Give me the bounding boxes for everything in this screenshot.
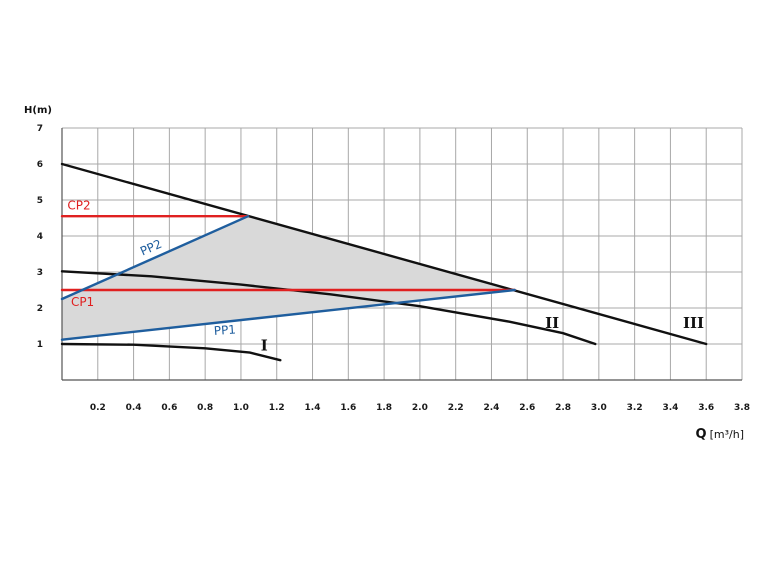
x-tick-label: 1.0 [233, 403, 249, 413]
series-label-iii: III [683, 314, 704, 332]
x-tick-label: 2.6 [519, 403, 535, 413]
x-tick-label: 1.6 [340, 403, 356, 413]
y-tick-label: 7 [37, 124, 43, 134]
chart-axes [61, 128, 742, 381]
series-line-ii [60, 270, 597, 346]
chart-series [60, 162, 708, 362]
x-tick-label: 0.6 [161, 403, 177, 413]
series-label-i: I [261, 336, 268, 354]
series-label-pp1: PP1 [213, 322, 236, 338]
x-tick-label: 3.6 [698, 403, 714, 413]
series-line-pp2 [60, 215, 250, 301]
x-tick-labels: 0.2 0.4 0.6 0.8 1.0 1.2 1.4 1.6 1.8 2.0 2.2 2.4 2.6 2… [90, 403, 750, 413]
operating-area [62, 216, 515, 340]
x-tick-label: 0.8 [197, 403, 213, 413]
x-axis-unit: [m³/h] [710, 428, 744, 441]
y-tick-label: 3 [37, 268, 43, 278]
y-tick-labels: 1 2 3 4 5 6 7 [37, 124, 43, 350]
x-tick-label: 3.0 [591, 403, 607, 413]
series-label-cp1: CP1 [71, 295, 94, 309]
y-axis-label: H(m) [24, 105, 52, 116]
x-tick-label: 2.8 [555, 403, 571, 413]
x-axis-name: Q [696, 427, 707, 442]
series-line-pp1 [60, 288, 516, 341]
x-axis-label: Q [m³/h] [696, 427, 744, 442]
x-tick-label: 2.0 [412, 403, 428, 413]
y-tick-label: 2 [37, 304, 43, 314]
series-line-iii [60, 162, 708, 346]
x-tick-label: 2.4 [483, 403, 499, 413]
x-tick-label: 2.2 [448, 403, 464, 413]
x-tick-label: 3.4 [662, 403, 678, 413]
x-tick-label: 0.4 [126, 403, 142, 413]
x-tick-label: 1.2 [269, 403, 285, 413]
x-tick-label: 3.2 [627, 403, 643, 413]
series-label-ii: II [545, 314, 559, 332]
chart-grid [62, 127, 743, 380]
y-tick-label: 1 [37, 340, 43, 350]
x-tick-label: 3.8 [734, 403, 750, 413]
series-line-i [60, 342, 282, 362]
y-tick-label: 6 [37, 160, 43, 170]
series-label-cp2: CP2 [67, 199, 90, 213]
x-tick-label: 1.8 [376, 403, 392, 413]
y-tick-label: 4 [37, 232, 43, 242]
x-tick-label: 1.4 [305, 403, 321, 413]
y-tick-label: 5 [37, 196, 43, 206]
x-tick-label: 0.2 [90, 403, 106, 413]
